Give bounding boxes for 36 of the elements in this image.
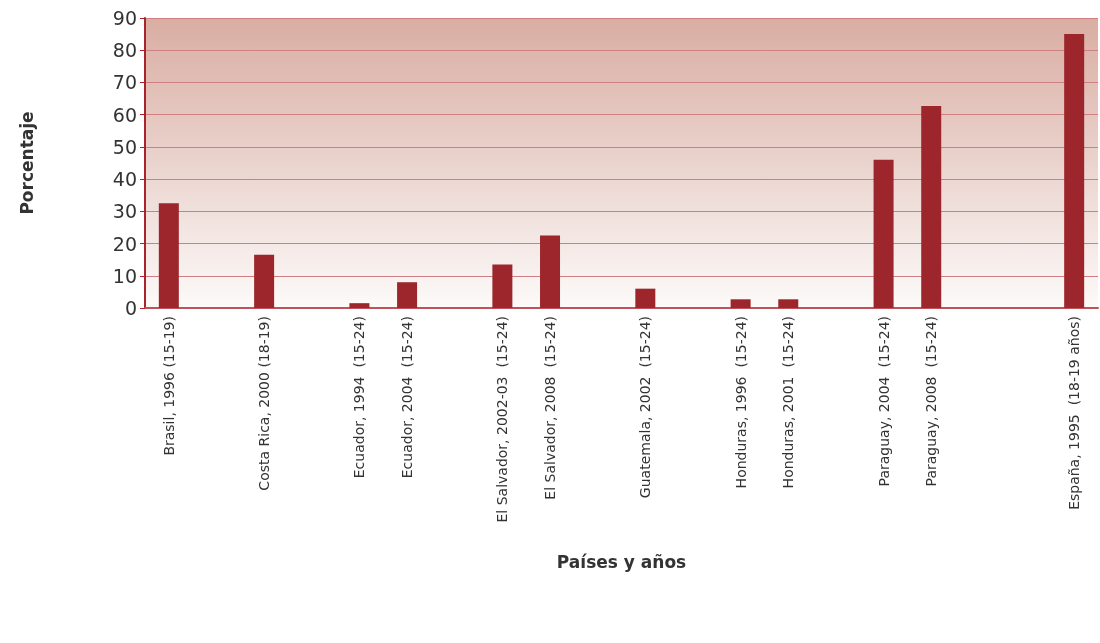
bar	[540, 235, 561, 308]
x-tick-label: España, 1995 (18-19 años)	[1066, 316, 1083, 510]
x-tick-label: Guatemala, 2002 (15-24)	[637, 316, 654, 499]
y-tick-label: 80	[112, 39, 137, 62]
y-tick-label: 50	[112, 135, 137, 158]
y-tick-label: 10	[112, 264, 137, 287]
bar	[921, 105, 942, 308]
bar	[349, 303, 370, 308]
x-tick-label: Honduras, 2001 (15-24)	[780, 316, 797, 489]
x-tick-label: Costa Rica, 2000 (18-19)	[256, 316, 273, 491]
x-tick-label: Ecuador, 2004 (15-24)	[399, 316, 416, 479]
x-tick-label: Ecuador, 1994 (15-24)	[351, 316, 368, 479]
x-tick-label: Brasil, 1996 (15-19)	[160, 316, 177, 456]
x-tick-label: El Salvador, 2008 (15-24)	[542, 316, 559, 500]
bar	[778, 299, 799, 308]
x-tick-label: Honduras, 1996 (15-24)	[732, 316, 749, 489]
bar	[492, 264, 513, 308]
y-axis-title: Porcentaje	[16, 111, 37, 215]
bar	[635, 288, 656, 308]
y-tick-label: 70	[112, 71, 137, 94]
bar	[254, 254, 275, 308]
x-tick-label: El Salvador, 2002-03 (15-24)	[494, 316, 511, 523]
y-tick-label: 90	[112, 7, 137, 29]
bar	[158, 203, 179, 308]
x-tick-label: Paraguay, 2004 (15-24)	[875, 316, 892, 487]
y-tick-label: 0	[124, 297, 137, 319]
bar	[873, 159, 894, 308]
y-tick-label: 60	[112, 103, 137, 126]
x-tick-label: Paraguay, 2008 (15-24)	[923, 316, 940, 487]
y-tick-label: 40	[112, 168, 137, 191]
y-tick-label: 30	[112, 200, 137, 223]
bar	[397, 282, 418, 308]
y-tick-label: 20	[112, 232, 137, 255]
x-axis-title: Países y años	[556, 551, 687, 572]
bar	[1064, 34, 1085, 308]
bar	[730, 299, 751, 308]
